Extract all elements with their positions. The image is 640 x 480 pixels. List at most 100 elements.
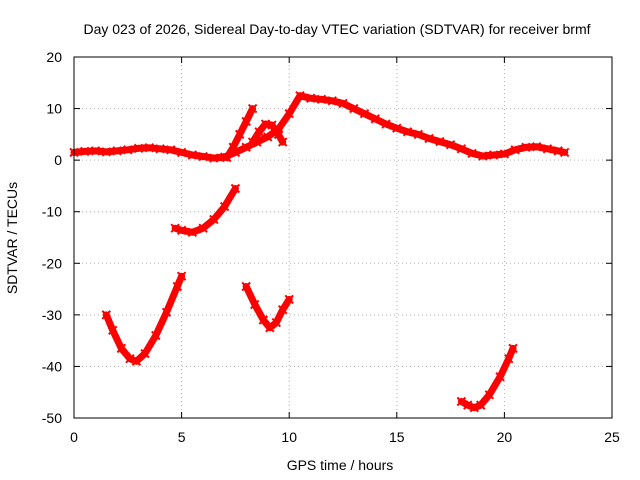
data-point (499, 149, 510, 159)
data-point (503, 353, 514, 364)
data-series (69, 90, 570, 413)
plot-frame (73, 56, 613, 419)
data-point (254, 127, 264, 137)
data-point (133, 143, 144, 153)
data-point (176, 225, 187, 235)
data-point (101, 147, 111, 157)
data-point (478, 151, 488, 161)
y-tick-label: 10 (46, 101, 62, 117)
data-point (123, 145, 133, 155)
series-arc-d (102, 272, 186, 365)
data-point (424, 133, 434, 144)
y-tick-label: -50 (42, 410, 62, 426)
data-point (495, 372, 505, 382)
data-point (116, 343, 127, 354)
x-tick-label: 15 (389, 429, 405, 445)
data-point (467, 148, 477, 159)
y-tick-label: 0 (54, 152, 62, 168)
data-point (161, 307, 172, 317)
data-point (80, 146, 90, 157)
y-tick-label: -10 (42, 204, 62, 220)
data-point (469, 402, 479, 413)
x-tick-label: 25 (604, 429, 620, 445)
data-point (187, 150, 198, 160)
data-point (234, 129, 245, 140)
data-point (230, 183, 241, 194)
data-point (316, 94, 327, 104)
x-tick-label: 20 (497, 429, 513, 445)
axis-ticks: 0 5 10 15 20 25 -50 -40 -30 -20 -10 0 10 20 (42, 49, 620, 445)
data-point (241, 281, 251, 292)
data-point (381, 119, 391, 129)
data-point (155, 144, 165, 154)
data-point (435, 136, 445, 147)
data-point (463, 400, 473, 410)
data-point (262, 132, 273, 142)
data-point (327, 96, 337, 106)
data-point (349, 103, 359, 114)
data-point (284, 109, 294, 119)
grid-lines (74, 57, 612, 418)
data-point (278, 304, 288, 315)
data-point (271, 317, 281, 328)
x-tick-label: 5 (178, 429, 186, 445)
data-point (559, 147, 570, 158)
data-point (144, 143, 155, 153)
data-point (553, 146, 563, 156)
data-point (140, 348, 150, 359)
data-point (151, 330, 161, 341)
data-point (278, 137, 288, 147)
data-point (219, 201, 230, 212)
data-point (90, 146, 101, 156)
data-point (456, 396, 467, 407)
data-point (176, 147, 187, 158)
data-point (392, 123, 402, 133)
data-point (258, 315, 269, 325)
data-point (413, 129, 424, 140)
y-tick-label: 20 (46, 49, 62, 65)
data-point (247, 137, 258, 147)
data-point (166, 145, 176, 155)
data-point (510, 145, 520, 155)
data-point (456, 144, 467, 154)
y-tick-label: -20 (42, 255, 62, 271)
data-point (484, 390, 495, 400)
data-point (170, 223, 180, 233)
series-arc-f (457, 344, 517, 412)
x-tick-label: 10 (281, 429, 297, 445)
chart-title: Day 023 of 2026, Sidereal Day-to-day VTE… (83, 21, 590, 37)
data-point (273, 129, 284, 140)
data-point (284, 294, 294, 305)
data-point (370, 114, 380, 124)
data-point (172, 281, 183, 292)
data-point (521, 142, 531, 152)
data-point (267, 120, 277, 130)
data-point (295, 90, 305, 101)
data-point (247, 103, 258, 114)
data-point (198, 223, 208, 233)
data-point (531, 142, 542, 152)
data-point (108, 325, 118, 336)
data-point (445, 139, 456, 150)
data-point (542, 144, 553, 154)
data-point (176, 271, 187, 281)
x-axis-label: GPS time / hours (287, 457, 394, 473)
data-point (101, 310, 111, 320)
data-point (228, 142, 238, 152)
data-point (402, 127, 413, 137)
data-point (359, 109, 370, 119)
data-point (187, 227, 198, 238)
data-point (222, 152, 232, 163)
data-point (209, 214, 219, 225)
y-tick-label: -30 (42, 307, 62, 323)
data-point (476, 400, 486, 410)
data-point (306, 93, 316, 103)
data-point (125, 353, 135, 364)
y-tick-label: -40 (42, 358, 62, 374)
data-point (508, 343, 518, 354)
y-axis-label: SDTVAR / TECUs (4, 182, 20, 294)
data-point (131, 356, 142, 366)
data-point (250, 299, 260, 310)
data-point (241, 116, 251, 127)
